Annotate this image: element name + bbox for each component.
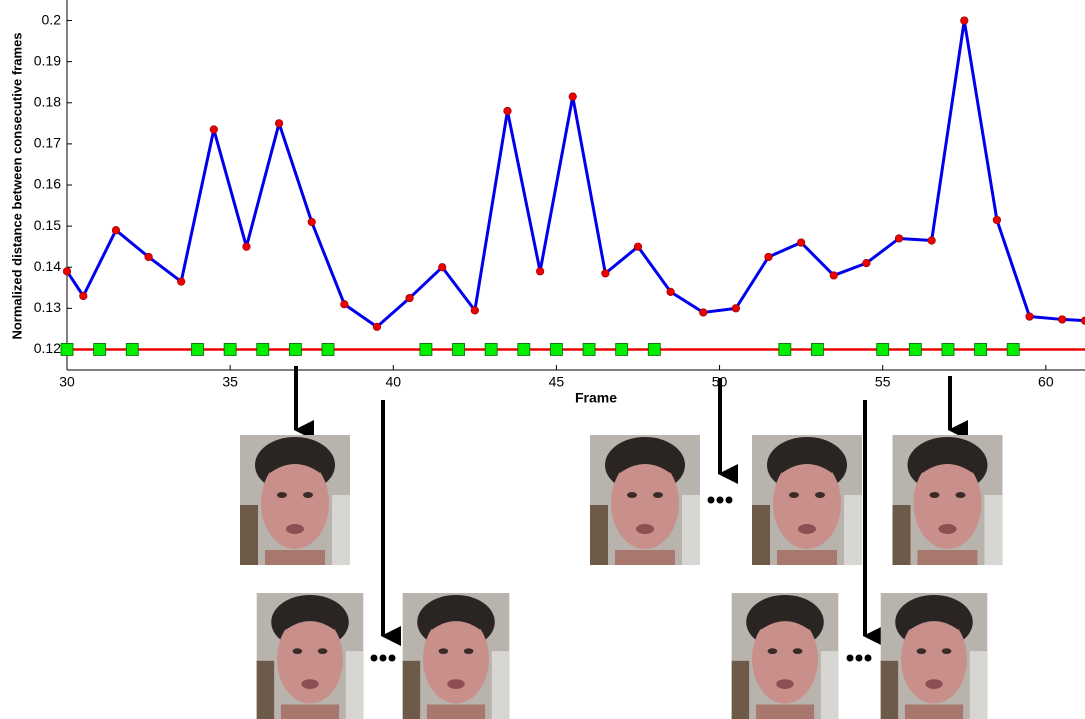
selected-frame-marker [616,343,628,355]
y-tick-label: 0.14 [34,258,61,274]
figure: 0.12 0.13 0.14 0.15 0.16 0.17 0.18 0.19 0.2 30 35 4… [0,0,1085,719]
x-tick-label: 60 [1038,374,1054,390]
selected-frame-marker [909,343,921,355]
y-tick-label: 0.19 [34,52,61,68]
selected-frame-marker [322,343,334,355]
frame-image [257,593,364,719]
data-point [373,323,381,331]
data-point [210,126,218,134]
y-tick-label: 0.12 [34,340,61,356]
selected-frame-marker [1007,343,1019,355]
data-point [863,259,871,267]
data-point [1058,316,1066,324]
data-point [341,300,349,308]
data-point [80,292,88,300]
plot-area: 0.12 0.13 0.14 0.15 0.16 0.17 0.18 0.19 0.2 30 35 4… [34,0,1085,390]
data-point [112,226,120,234]
data-point [634,243,642,251]
selected-frame-marker [257,343,269,355]
selected-frame-marker [453,343,465,355]
selected-frame-marker [192,343,204,355]
data-point [928,237,936,245]
data-point [765,253,773,261]
x-tick-label: 45 [549,374,565,390]
x-tick-label: 30 [59,374,75,390]
data-point [275,120,283,128]
y-axis-label: Normalized distance between consecutive … [9,32,24,339]
x-tick-label: 40 [385,374,401,390]
frame-image [881,593,988,719]
selected-frame-marker [583,343,595,355]
y-tick-label: 0.2 [42,11,62,27]
data-point [993,216,1001,224]
data-point [732,305,740,313]
selected-frame-marker [648,343,660,355]
selected-frame-marker [518,343,530,355]
data-point [308,218,316,226]
y-tick-label: 0.18 [34,93,61,109]
selected-frame-marker [224,343,236,355]
data-point [602,270,610,278]
data-point [145,253,153,261]
frame-images [240,435,1003,719]
data-point [797,239,805,247]
frame-image [893,435,1003,565]
x-axis-label: Frame [575,390,617,406]
data-point [438,263,446,271]
selected-frame-marker [420,343,432,355]
selected-frame-marker [975,343,987,355]
selected-frame-marker [811,343,823,355]
data-point [895,235,903,243]
selected-frame-marker [61,343,73,355]
data-point [1026,313,1034,321]
data-point [830,272,838,280]
frame-image [752,435,862,565]
data-point [243,243,251,251]
selected-frame-marker [779,343,791,355]
y-tick-label: 0.17 [34,135,61,151]
selected-frame-marker [877,343,889,355]
y-tick-label: 0.16 [34,176,61,192]
frame-image [240,435,350,565]
data-point [960,17,968,25]
data-point [63,268,71,276]
data-point [177,278,185,286]
selected-frame-marker [942,343,954,355]
selected-frame-marker [94,343,106,355]
x-tick-label: 55 [875,374,891,390]
data-point [699,309,707,317]
x-tick-label: 35 [222,374,238,390]
selected-frame-marker [550,343,562,355]
frame-image [732,593,839,719]
data-point [406,294,414,302]
selected-frame-marker [289,343,301,355]
data-point [536,268,544,276]
selected-frame-marker [485,343,497,355]
selected-frame-marker [126,343,138,355]
data-point [569,93,577,101]
series-line [67,21,1085,327]
y-tick-label: 0.15 [34,217,61,233]
y-tick-label: 0.13 [34,299,61,315]
frame-image [590,435,700,565]
data-point [667,288,675,296]
data-point [1081,317,1085,325]
frame-image [403,593,510,719]
data-point [471,307,479,315]
data-point [504,107,512,115]
